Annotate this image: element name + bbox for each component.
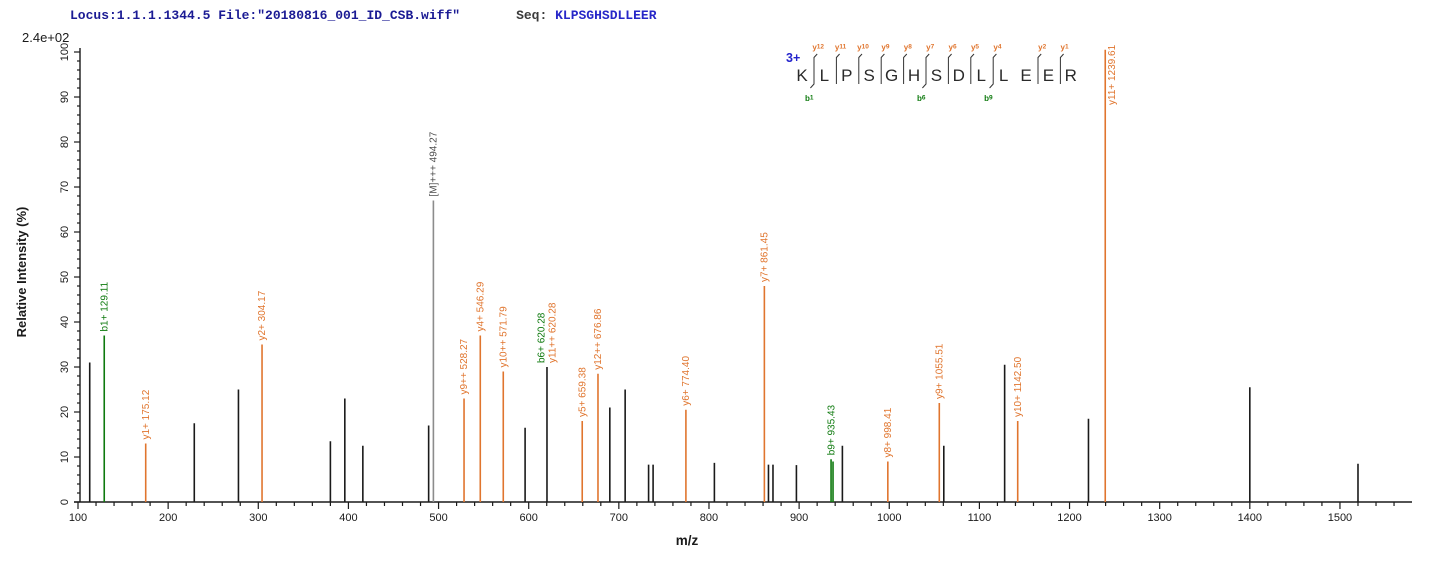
peak-label: y7+ 861.45	[760, 232, 771, 282]
fragment-cleavage-mark	[1059, 53, 1064, 84]
sequence-residue: S	[931, 66, 942, 85]
fragment-cleavage-mark	[989, 53, 997, 89]
peak-label: b9+ 935.43	[826, 404, 837, 455]
x-tick-label: 700	[610, 512, 628, 524]
peak-label: y11+ 1239.61	[1107, 44, 1118, 105]
fragment-cleavage-mark	[922, 53, 930, 89]
fragment-cleavage-mark	[970, 53, 975, 84]
peak-label: b6+ 620.28	[536, 312, 547, 363]
peak-label: y9+ 1055.51	[934, 343, 945, 399]
sequence-residue: K	[796, 66, 808, 85]
sequence-residue: R	[1065, 66, 1077, 85]
b-ion-tag: b9	[984, 94, 993, 103]
peak-label: y8+ 998.41	[883, 407, 894, 457]
y-ion-tag: y5	[971, 43, 979, 52]
sequence-residue: E	[1043, 66, 1054, 85]
peak-label: y11++ 620.28	[547, 302, 558, 363]
x-tick-label: 1000	[877, 512, 901, 524]
y-tick-label: 10	[59, 451, 71, 463]
locus-file-label: Locus:1.1.1.1344.5 File:"20180816_001_ID…	[70, 8, 461, 23]
y-tick-label: 90	[59, 91, 71, 103]
peak-label: y2+ 304.17	[257, 290, 268, 340]
sequence-residue: L	[820, 66, 829, 85]
y-ion-tag: y7	[926, 43, 934, 52]
axes: 100 200 300 400 500 600 700 800 900 1000 1100 1200 1…	[59, 43, 1412, 524]
x-tick-label: 1300	[1147, 512, 1171, 524]
y-tick-label: 60	[59, 226, 71, 238]
y-tick-label: 0	[59, 499, 71, 505]
y-tick-label: 80	[59, 136, 71, 148]
x-tick-label: 1500	[1328, 512, 1352, 524]
fragment-cleavage-mark	[1037, 53, 1042, 84]
seq-value-label: KLPSGHSDLLEER	[555, 8, 657, 23]
y-ion-tag: y4	[993, 43, 1001, 52]
b-ion-tag: b1	[805, 94, 814, 103]
y-ion-tag: y12	[812, 43, 824, 52]
header-bar: Locus:1.1.1.1344.5 File:"20180816_001_ID…	[70, 8, 657, 23]
y-tick-label: 40	[59, 316, 71, 328]
y-ion-tag: y10	[857, 43, 869, 52]
peak-label: y9++ 528.27	[459, 338, 470, 394]
seq-prefix-label: Seq:	[516, 8, 556, 23]
fragment-cleavage-mark	[810, 53, 818, 89]
sequence-residue: E	[1020, 66, 1031, 85]
y-ion-tag: y1	[1061, 43, 1069, 52]
peak-label: y4+ 546.29	[475, 281, 486, 331]
x-tick-label: 1200	[1057, 512, 1081, 524]
sequence-residue: L	[999, 66, 1008, 85]
fragment-cleavage-mark	[835, 53, 840, 84]
sequence-residue: P	[841, 66, 852, 85]
peak-label: [M]+++ 494.27	[429, 131, 440, 196]
peak-label: y10++ 571.79	[498, 306, 509, 368]
fragment-cleavage-mark	[947, 53, 952, 84]
y-axis-title: Relative Intensity (%)	[14, 207, 29, 338]
sequence-residue: G	[885, 66, 898, 85]
fragment-cleavage-mark	[880, 53, 885, 84]
peak-label: y5+ 659.38	[577, 367, 588, 417]
x-tick-label: 100	[69, 512, 87, 524]
y-ion-tag: y11	[835, 43, 847, 52]
sequence-residue: H	[908, 66, 920, 85]
y-ion-tag: y6	[949, 43, 957, 52]
y-ion-tag: y8	[904, 43, 912, 52]
x-tick-label: 1400	[1238, 512, 1262, 524]
y-tick-label: 20	[59, 406, 71, 418]
y-tick-label: 70	[59, 181, 71, 193]
y-tick-label: 100	[59, 43, 71, 61]
x-tick-label: 1100	[968, 512, 992, 524]
peak-label: y6+ 774.40	[681, 356, 692, 406]
sequence-residue: L	[976, 66, 985, 85]
x-tick-label: 500	[429, 512, 447, 524]
peak-label: y1+ 175.12	[141, 389, 152, 439]
sequence-residue: D	[953, 66, 965, 85]
x-tick-label: 800	[700, 512, 718, 524]
sequence-residue: S	[864, 66, 875, 85]
b-ion-tag: b6	[917, 94, 926, 103]
fragment-cleavage-mark	[858, 53, 863, 84]
x-axis-title: m/z	[676, 533, 699, 548]
y-scale-note: 2.4e+02	[22, 30, 69, 45]
x-tick-label: 300	[249, 512, 267, 524]
peaks-group: b1+ 129.11 y1+ 175.12 y2+ 304.17 [M]+++ 494…	[88, 44, 1359, 502]
fragment-cleavage-mark	[903, 53, 908, 84]
y-ion-tag: y9	[881, 43, 889, 52]
y-tick-label: 50	[59, 271, 71, 283]
x-tick-label: 200	[159, 512, 177, 524]
y-ion-tag: y2	[1038, 43, 1046, 52]
x-tick-label: 400	[339, 512, 357, 524]
y-tick-label: 30	[59, 361, 71, 373]
peak-label: b1+ 129.11	[99, 281, 110, 331]
x-tick-label: 900	[790, 512, 808, 524]
precursor-charge-label: 3+	[786, 51, 800, 65]
x-tick-label: 600	[520, 512, 538, 524]
peak-label: y10+ 1142.50	[1013, 356, 1024, 417]
peak-label: y12++ 676.86	[593, 308, 604, 370]
